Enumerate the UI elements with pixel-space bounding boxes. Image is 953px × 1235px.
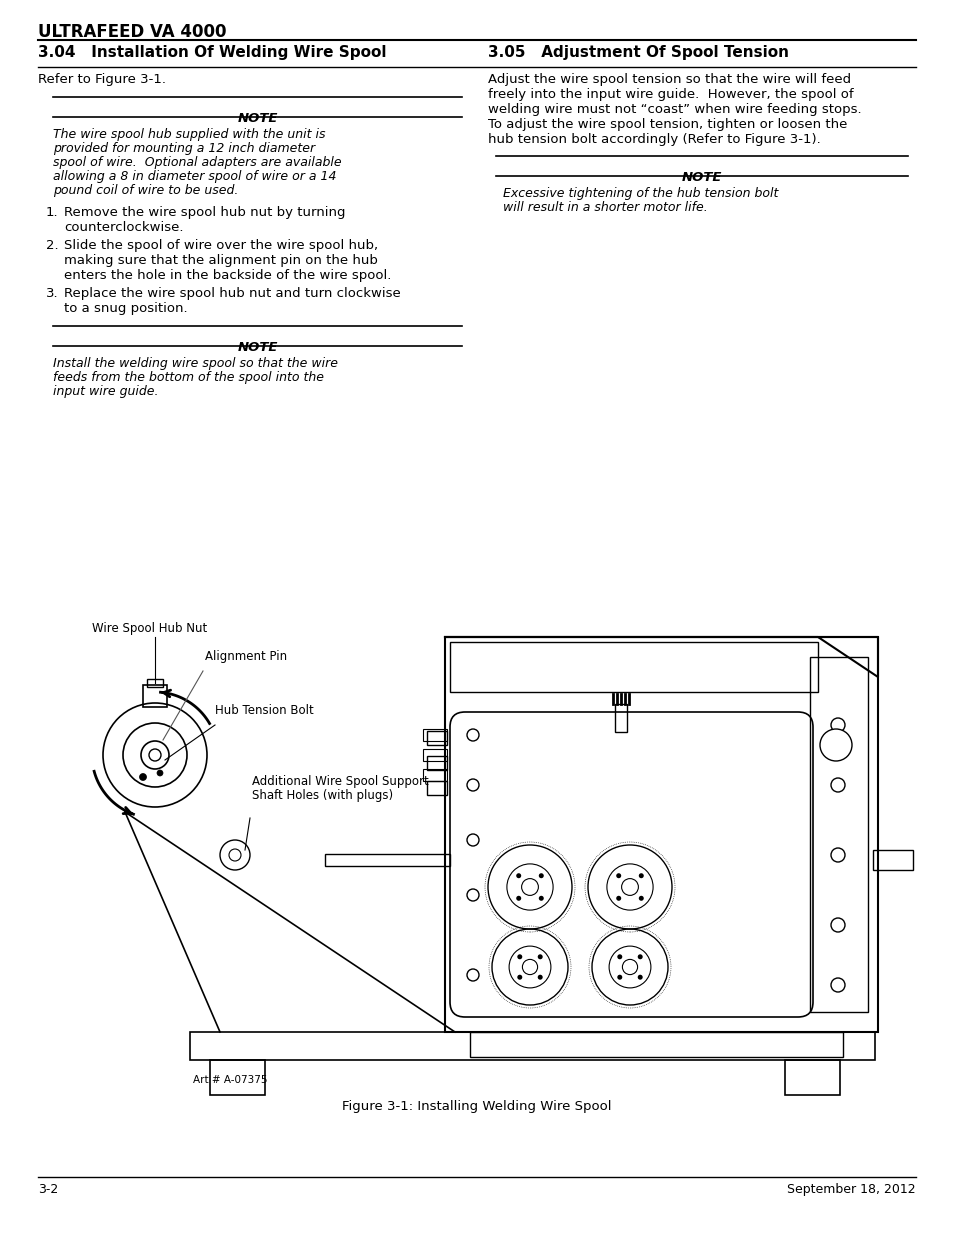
Text: Adjust the wire spool tension so that the wire will feed: Adjust the wire spool tension so that th… [488,73,850,86]
Circle shape [537,955,542,960]
Circle shape [517,974,521,979]
Text: to a snug position.: to a snug position. [64,303,188,315]
Circle shape [637,974,642,979]
Circle shape [820,729,851,761]
Bar [427,731,447,745]
Text: The wire spool hub supplied with the unit is: The wire spool hub supplied with the uni… [53,128,325,141]
Text: Refer to Figure 3-1.: Refer to Figure 3-1. [38,73,166,86]
Text: 3.05   Adjustment Of Spool Tension: 3.05 Adjustment Of Spool Tension [488,44,788,61]
Text: 3.: 3. [46,287,58,300]
Text: Additional Wire Spool Support: Additional Wire Spool Support [252,776,428,788]
Text: provided for mounting a 12 inch diameter: provided for mounting a 12 inch diameter [53,142,314,156]
Circle shape [639,895,643,900]
Bar [422,729,447,741]
Text: spool of wire.  Optional adapters are available: spool of wire. Optional adapters are ava… [53,156,341,169]
Bar [615,704,627,732]
Bar [422,748,447,761]
Circle shape [639,873,643,878]
Text: feeds from the bottom of the spool into the: feeds from the bottom of the spool into … [53,370,324,384]
Text: NOTE: NOTE [237,341,277,354]
Circle shape [617,974,621,979]
Text: To adjust the wire spool tension, tighten or loosen the: To adjust the wire spool tension, tighte… [488,119,846,131]
Bar [325,853,450,866]
Text: 1.: 1. [46,206,58,219]
Bar [210,1060,265,1095]
Circle shape [538,873,543,878]
Text: Shaft Holes (with plugs): Shaft Holes (with plugs) [252,789,393,802]
Text: will result in a shorter motor life.: will result in a shorter motor life. [502,201,707,214]
Circle shape [537,974,542,979]
Bar [470,1032,842,1057]
Bar [872,850,912,869]
Circle shape [516,895,520,900]
Text: September 18, 2012: September 18, 2012 [786,1183,915,1195]
Text: enters the hole in the backside of the wire spool.: enters the hole in the backside of the w… [64,269,391,282]
Circle shape [517,955,521,960]
Circle shape [637,955,642,960]
Bar [427,781,447,795]
Text: 3.04   Installation Of Welding Wire Spool: 3.04 Installation Of Welding Wire Spool [38,44,386,61]
Circle shape [538,895,543,900]
Text: Replace the wire spool hub nut and turn clockwise: Replace the wire spool hub nut and turn … [64,287,400,300]
Circle shape [617,955,621,960]
Bar [450,642,817,692]
Text: making sure that the alignment pin on the hub: making sure that the alignment pin on th… [64,254,377,267]
Circle shape [516,873,520,878]
Text: Remove the wire spool hub nut by turning: Remove the wire spool hub nut by turning [64,206,345,219]
Circle shape [157,769,163,776]
Bar [444,637,877,1032]
Text: welding wire must not “coast” when wire feeding stops.: welding wire must not “coast” when wire … [488,103,861,116]
Text: pound coil of wire to be used.: pound coil of wire to be used. [53,184,238,198]
Bar [427,756,447,769]
Text: hub tension bolt accordingly (Refer to Figure 3-1).: hub tension bolt accordingly (Refer to F… [488,133,820,146]
Text: Alignment Pin: Alignment Pin [205,650,287,663]
Text: Excessive tightening of the hub tension bolt: Excessive tightening of the hub tension … [502,186,778,200]
Text: 2.: 2. [46,240,58,252]
Text: Figure 3-1: Installing Welding Wire Spool: Figure 3-1: Installing Welding Wire Spoo… [342,1100,611,1113]
Circle shape [139,773,147,781]
Text: counterclockwise.: counterclockwise. [64,221,183,233]
Text: freely into the input wire guide.  However, the spool of: freely into the input wire guide. Howeve… [488,88,853,101]
Text: Hub Tension Bolt: Hub Tension Bolt [214,704,314,718]
Text: Art # A-07375: Art # A-07375 [193,1074,267,1086]
Bar [784,1060,840,1095]
Bar [143,685,167,706]
Text: 3-2: 3-2 [38,1183,58,1195]
Text: allowing a 8 in diameter spool of wire or a 14: allowing a 8 in diameter spool of wire o… [53,170,336,183]
Text: Install the welding wire spool so that the wire: Install the welding wire spool so that t… [53,357,337,370]
Text: Slide the spool of wire over the wire spool hub,: Slide the spool of wire over the wire sp… [64,240,377,252]
Text: input wire guide.: input wire guide. [53,385,158,398]
Text: Wire Spool Hub Nut: Wire Spool Hub Nut [91,622,207,635]
Text: ULTRAFEED VA 4000: ULTRAFEED VA 4000 [38,23,226,41]
Text: NOTE: NOTE [681,170,721,184]
Bar [147,679,163,687]
Circle shape [616,873,620,878]
Bar [422,769,447,781]
Bar [190,1032,874,1060]
Circle shape [616,895,620,900]
Bar [809,657,867,1011]
Text: NOTE: NOTE [237,112,277,125]
